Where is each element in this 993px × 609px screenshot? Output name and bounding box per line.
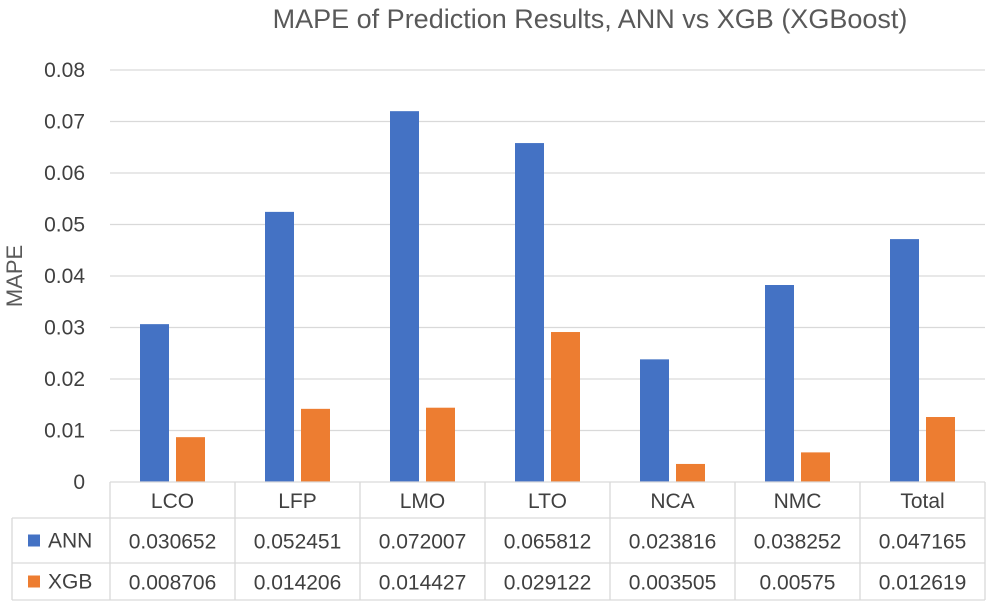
- y-tick-label: 0.07: [44, 111, 85, 134]
- y-tick-label: 0.08: [44, 59, 85, 82]
- chart-title: MAPE of Prediction Results, ANN vs XGB (…: [273, 4, 908, 34]
- bar-xgb-total: [926, 417, 955, 482]
- data-label-xgb: 0.008706: [129, 572, 217, 595]
- data-label-ann: 0.047165: [879, 531, 967, 554]
- gridlines: [110, 69, 985, 432]
- data-label-ann: 0.038252: [754, 531, 842, 554]
- data-label-ann: 0.065812: [504, 531, 592, 554]
- data-label-xgb: 0.003505: [629, 572, 717, 595]
- y-axis-label: MAPE: [2, 245, 27, 307]
- bar-xgb-lmo: [426, 407, 455, 482]
- bar-xgb-nca: [676, 463, 705, 482]
- y-tick-label: 0: [73, 471, 85, 494]
- legend-swatch-xgb: [28, 575, 40, 588]
- bar-xgb-lto: [551, 332, 580, 482]
- data-label-ann: 0.052451: [254, 531, 342, 554]
- y-tick-label: 0.04: [44, 265, 85, 288]
- bar-ann-lco: [140, 324, 169, 482]
- y-tick-label: 0.02: [44, 368, 85, 391]
- bar-xgb-nmc: [801, 452, 830, 482]
- data-label-ann: 0.072007: [379, 531, 467, 554]
- bar-xgb-lfp: [301, 408, 330, 482]
- data-label-xgb: 0.00575: [760, 572, 836, 595]
- data-label-xgb: 0.014427: [379, 572, 467, 595]
- bars: [140, 111, 955, 483]
- category-label: NCA: [650, 490, 694, 513]
- y-tick-label: 0.01: [44, 420, 85, 443]
- bar-ann-nmc: [765, 285, 794, 482]
- legend-label-ann: ANN: [48, 530, 92, 553]
- y-tick-label: 0.05: [44, 214, 85, 237]
- data-table: LCO LFP LMO LTO NCA NMC Total ANN 0.030652 0.0524…: [11, 481, 986, 601]
- bar-ann-total: [890, 239, 919, 482]
- y-tick-label: 0.03: [44, 317, 85, 340]
- category-label: LFP: [278, 490, 317, 513]
- data-label-xgb: 0.014206: [254, 572, 342, 595]
- bar-ann-nca: [640, 359, 669, 482]
- category-label: NMC: [774, 490, 822, 513]
- legend-swatch-ann: [28, 534, 40, 547]
- data-label-ann: 0.023816: [629, 531, 717, 554]
- y-tick-label: 0.06: [44, 162, 85, 185]
- bar-ann-lto: [515, 143, 544, 482]
- category-label: LMO: [400, 490, 446, 513]
- category-label: Total: [900, 490, 944, 513]
- bar-ann-lmo: [390, 111, 419, 483]
- data-label-ann: 0.030652: [129, 531, 217, 554]
- y-axis-ticks: 0 0.01 0.02 0.03 0.04 0.05 0.06 0.07 0.08: [44, 59, 85, 494]
- bar-xgb-lco: [176, 437, 205, 482]
- category-label: LCO: [151, 490, 194, 513]
- bar-ann-lfp: [265, 211, 294, 482]
- category-label: LTO: [528, 490, 567, 513]
- legend-label-xgb: XGB: [48, 571, 92, 594]
- data-label-xgb: 0.012619: [879, 572, 967, 595]
- data-label-xgb: 0.029122: [504, 572, 592, 595]
